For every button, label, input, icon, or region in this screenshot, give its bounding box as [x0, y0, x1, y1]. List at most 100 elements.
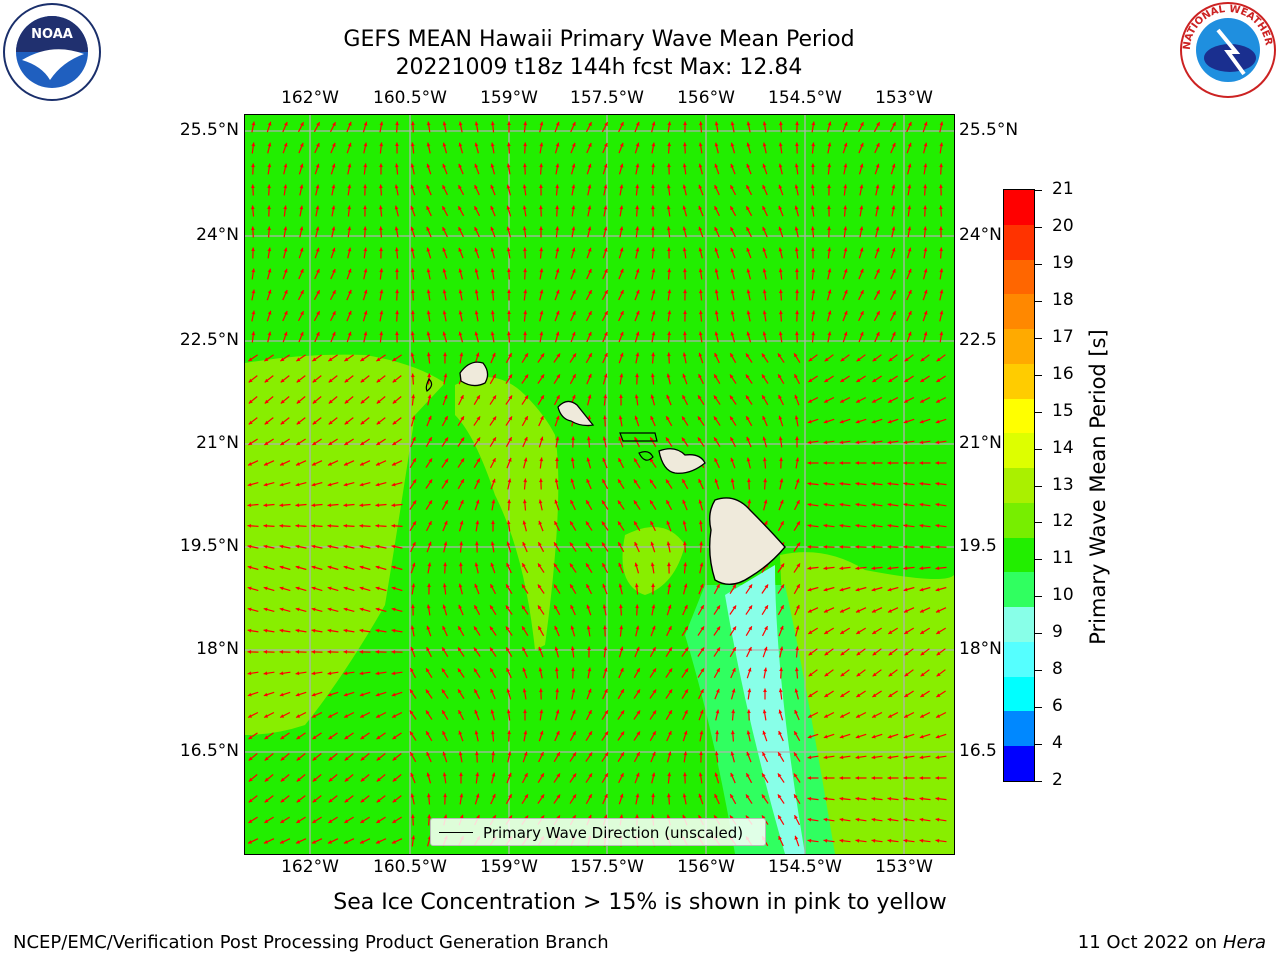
wave-arrow: [283, 184, 288, 189]
colorbar-tick-mark-11: [1035, 596, 1042, 598]
wave-arrow: [667, 121, 672, 126]
colorbar-tick-mark-3: [1035, 300, 1042, 302]
wave-arrow: [376, 819, 381, 823]
wave-arrow: [570, 521, 574, 526]
wave-arrow: [604, 311, 608, 316]
wave-arrow: [490, 247, 495, 252]
wave-arrow: [426, 268, 431, 273]
wave-arrow: [651, 793, 655, 798]
wave-arrow: [572, 374, 576, 379]
wave-arrow: [588, 373, 592, 378]
wave-arrow: [570, 478, 575, 483]
wave-arrow: [311, 544, 316, 549]
wave-arrow: [619, 625, 624, 630]
wave-arrow: [714, 772, 719, 777]
wave-arrow: [280, 756, 285, 761]
wave-arrow: [714, 227, 718, 231]
wave-arrow: [251, 142, 256, 147]
wave-arrow: [666, 437, 670, 442]
wave-arrow: [524, 773, 528, 778]
wave-arrow: [475, 793, 480, 798]
wave-arrow: [263, 524, 268, 528]
wave-arrow: [714, 353, 718, 357]
colorbar-tick-label-11: 10: [1052, 585, 1074, 606]
wave-arrow: [328, 819, 333, 823]
wave-arrow: [279, 524, 284, 528]
wave-arrow: [617, 500, 622, 505]
wave-arrow: [746, 457, 751, 462]
wave-arrow: [827, 310, 832, 315]
wave-arrow: [251, 226, 255, 231]
wave-arrow: [875, 247, 880, 252]
wave-arrow: [539, 289, 544, 294]
wave-arrow: [490, 647, 494, 652]
wave-arrow: [295, 482, 300, 487]
wave-arrow: [939, 268, 944, 273]
wave-arrow: [888, 651, 893, 656]
wave-arrow: [328, 399, 333, 404]
wave-arrow: [651, 205, 655, 210]
wave-arrow: [859, 163, 864, 168]
wave-arrow: [666, 416, 670, 421]
wave-arrow: [555, 247, 560, 252]
wave-arrow: [840, 693, 845, 697]
wave-arrow: [507, 478, 512, 483]
wave-arrow: [907, 226, 912, 231]
wave-arrow: [904, 378, 909, 382]
wave-arrow: [587, 184, 592, 189]
chart-title-line1: GEFS MEAN Hawaii Primary Wave Mean Perio…: [343, 27, 855, 52]
wave-arrow: [794, 163, 799, 168]
wave-arrow: [490, 142, 495, 147]
wave-arrow: [904, 609, 908, 613]
wave-arrow: [283, 205, 288, 210]
wave-arrow: [856, 672, 861, 677]
wave-arrow: [491, 520, 495, 524]
wave-arrow: [808, 672, 813, 677]
wave-arrow: [572, 731, 576, 736]
wave-arrow: [316, 311, 320, 316]
wave-arrow: [779, 478, 784, 483]
wave-arrow: [315, 226, 320, 231]
wave-arrow: [699, 751, 703, 755]
wave-arrow: [888, 378, 893, 382]
wave-arrow: [360, 378, 365, 383]
wave-arrow: [667, 604, 672, 609]
wave-arrow: [635, 268, 640, 273]
wave-arrow: [700, 583, 704, 588]
wave-arrow: [762, 226, 766, 231]
wave-arrow: [460, 479, 464, 484]
lon-label-bottom-2: 159°W: [480, 857, 538, 877]
wave-arrow: [394, 184, 399, 189]
wave-arrow: [410, 646, 415, 651]
wave-arrow: [714, 121, 719, 126]
wave-arrow: [412, 521, 416, 526]
wave-arrow: [939, 310, 944, 315]
wave-arrow: [778, 415, 783, 420]
wave-arrow: [267, 226, 272, 231]
wave-arrow: [587, 205, 592, 210]
wave-arrow: [887, 566, 892, 571]
wave-arrow: [344, 735, 349, 740]
wave-arrow: [267, 289, 272, 294]
wave-arrow: [923, 184, 928, 189]
wave-arrow: [523, 268, 527, 273]
wave-arrow: [683, 310, 687, 314]
wave-arrow: [634, 437, 638, 441]
colorbar-segment-5: [1004, 363, 1034, 400]
wave-arrow: [793, 773, 798, 778]
wave-arrow: [714, 206, 718, 211]
wave-arrow: [392, 756, 397, 761]
wave-arrow: [392, 357, 397, 362]
wave-arrow: [903, 440, 908, 445]
wave-arrow: [603, 184, 608, 189]
wave-arrow: [682, 247, 687, 252]
wave-arrow: [823, 587, 828, 592]
wave-arrow: [936, 651, 941, 656]
wave-arrow: [860, 142, 864, 147]
wave-arrow: [923, 205, 927, 210]
wave-arrow: [376, 420, 381, 425]
wave-arrow: [683, 730, 688, 735]
wave-arrow: [360, 756, 365, 761]
wave-arrow: [410, 772, 414, 777]
wave-arrow: [652, 668, 656, 673]
